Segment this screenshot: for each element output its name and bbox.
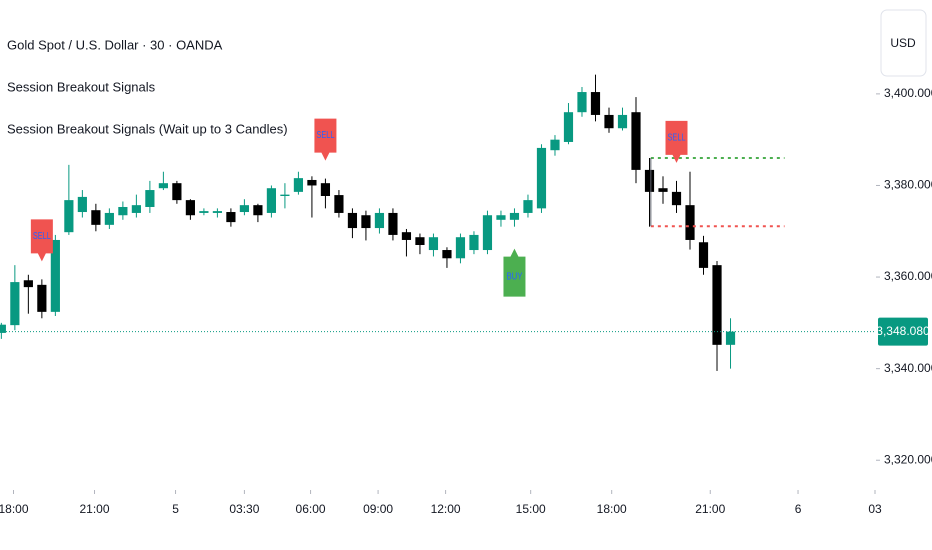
x-tick-label: 09:00 (363, 502, 393, 516)
candle-body (334, 195, 344, 213)
candle-body (685, 205, 695, 240)
candle-body (23, 280, 33, 288)
candle-body (64, 200, 74, 233)
candle-body (442, 250, 452, 259)
candle-body (253, 205, 263, 216)
candle-body (509, 212, 520, 220)
x-tick-label: 03 (868, 502, 882, 516)
signal-label (30, 219, 53, 262)
candle-body (428, 237, 439, 251)
candle-body (307, 179, 317, 186)
candle-body (374, 212, 385, 229)
x-tick-label: 12:00 (431, 502, 461, 516)
candle-body (698, 242, 709, 268)
candle-body (617, 114, 628, 129)
candle-body (266, 188, 277, 213)
x-tick-label: 5 (172, 502, 179, 516)
chart-title: Gold Spot / U.S. Dollar · 30 · OANDA (7, 37, 223, 52)
signal-text: SELL (33, 231, 51, 242)
candle-body (212, 211, 222, 213)
candle-body (482, 215, 493, 251)
candle-body (415, 237, 425, 245)
candle-body (712, 265, 722, 345)
candle-body (604, 114, 614, 129)
candle-body (469, 234, 479, 251)
x-tick-label: 6 (795, 502, 802, 516)
currency-label[interactable]: USD (890, 36, 916, 50)
candle-body (590, 92, 601, 115)
candle-body (239, 205, 249, 213)
candle-body (172, 183, 182, 201)
candle-body (388, 212, 398, 235)
candle-body (91, 210, 101, 225)
candle-body (199, 211, 209, 213)
candle-body (226, 212, 236, 223)
x-tick-label: 03:30 (229, 502, 259, 516)
y-tick-label: 3,380.000 (884, 178, 932, 192)
candle-body (131, 205, 141, 213)
x-tick-label: 15:00 (516, 502, 546, 516)
y-tick-label: 3,400.000 (884, 86, 932, 100)
candle-body (158, 183, 168, 189)
currency-button[interactable] (880, 9, 927, 77)
candle-body (577, 92, 587, 113)
candle-body (118, 206, 128, 216)
candle-body (0, 324, 6, 333)
candle-body (347, 212, 358, 229)
candle-body (658, 188, 668, 192)
candle-body (104, 212, 114, 225)
indicator-name: Session Breakout Signals (7, 79, 156, 94)
signal-label (503, 248, 526, 297)
candle-body (185, 200, 195, 216)
candle-body (563, 112, 574, 142)
candle-body (631, 112, 641, 170)
last-price-box (878, 317, 928, 346)
candle-body (523, 200, 533, 213)
candle-body (671, 191, 682, 206)
indicator-name: Session Breakout Signals (Wait up to 3 C… (7, 121, 288, 136)
x-tick-label: 06:00 (296, 502, 326, 516)
last-price-label: 3,348.080 (876, 324, 930, 338)
x-tick-label: 18:00 (0, 502, 29, 516)
candle-body (550, 139, 560, 151)
x-tick-label: 18:00 (597, 502, 627, 516)
x-tick-label: 21:00 (80, 502, 110, 516)
candle-body (37, 284, 47, 312)
candle-body (536, 147, 547, 209)
signal-label (314, 118, 337, 161)
candle-body (320, 183, 331, 196)
signal-text: BUY (506, 271, 522, 282)
candle-body (280, 194, 290, 196)
candle-body (77, 196, 87, 213)
y-tick-label: 3,360.000 (884, 269, 932, 283)
signal-text: SELL (316, 130, 334, 141)
candle-body (145, 190, 155, 207)
signal-label (665, 120, 688, 163)
y-tick-label: 3,340.000 (884, 361, 932, 375)
candle-body (361, 215, 371, 229)
candle-body (455, 237, 466, 259)
candle-body (496, 215, 506, 220)
candle-body (293, 178, 304, 192)
candle-body (644, 169, 655, 192)
candle-body (10, 282, 20, 326)
x-tick-label: 21:00 (695, 502, 725, 516)
candle-body (401, 232, 412, 240)
candle-body (50, 239, 60, 312)
signal-text: SELL (668, 133, 686, 144)
y-tick-label: 3,320.000 (884, 452, 932, 466)
candle-body (725, 331, 736, 345)
